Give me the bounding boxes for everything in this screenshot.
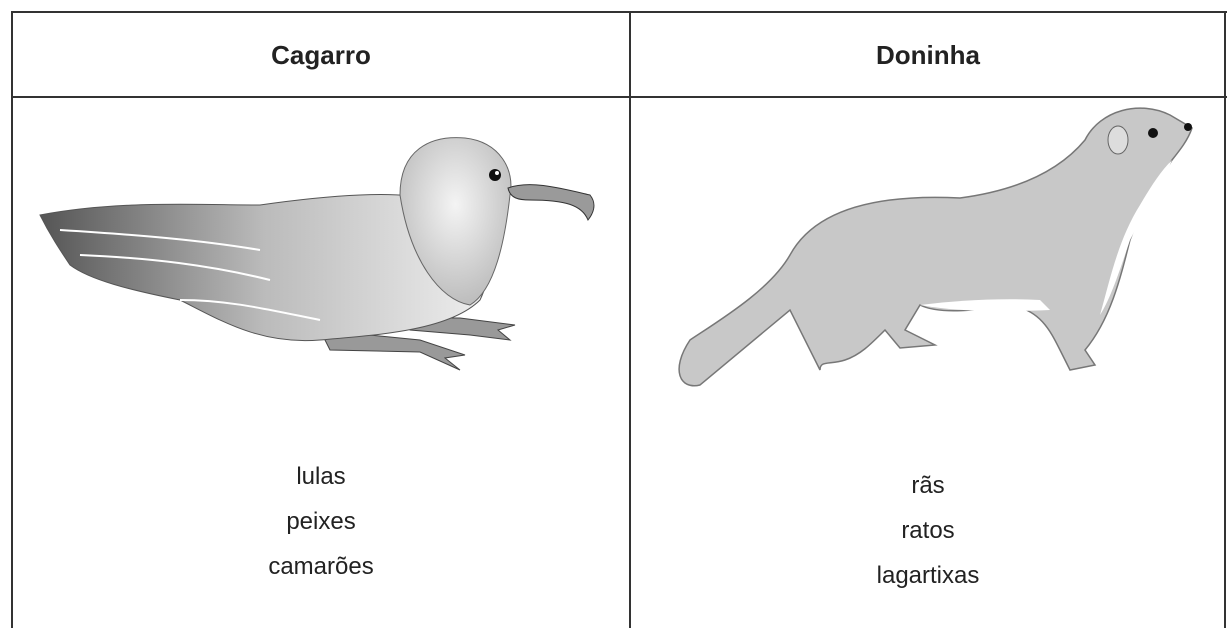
food-list: rãs ratos lagartixas: [631, 463, 1225, 598]
food-item: camarões: [268, 553, 374, 580]
column-header: Doninha: [876, 39, 980, 70]
food-item: ratos: [901, 517, 955, 544]
food-item: peixes: [286, 508, 356, 535]
food-list: lulas peixes camarões: [12, 454, 630, 589]
weasel-illustration: [678, 107, 1193, 387]
food-item: lulas: [296, 463, 346, 490]
food-item: rãs: [911, 472, 945, 499]
grid-lines: [11, 11, 1227, 628]
food-item: lagartixas: [876, 562, 980, 589]
bird-illustration: [39, 137, 595, 371]
column-header: Cagarro: [271, 39, 371, 70]
